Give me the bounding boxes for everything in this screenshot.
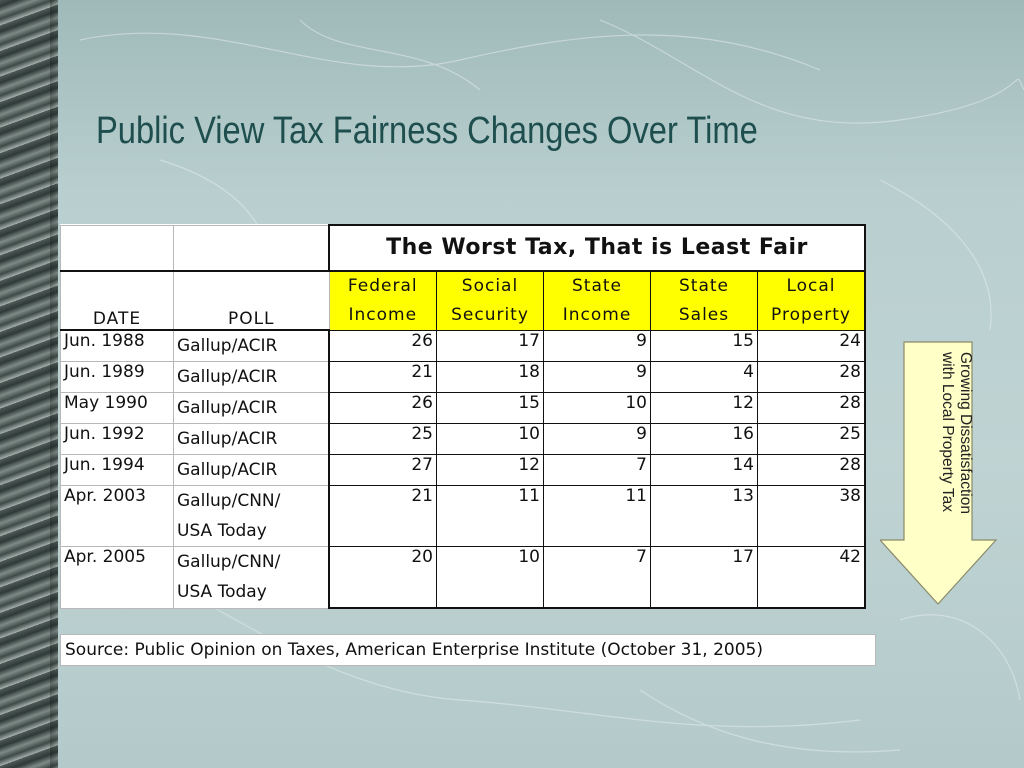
row-date: Jun. 1989 (60, 361, 174, 393)
main-header: The Worst Tax, That is Least Fair (328, 224, 866, 272)
state-income-value: 9 (543, 329, 651, 362)
local-property-value: 28 (757, 392, 866, 424)
state-income-value: 10 (543, 392, 651, 424)
social-security-value: 15 (436, 392, 544, 424)
table-row: Apr. 2003 Gallup/CNN/USA Today 21 11 11 … (60, 485, 866, 547)
slide-title: Public View Tax Fairness Changes Over Ti… (96, 110, 758, 152)
state-sales-value: 16 (650, 423, 758, 455)
local-property-value: 25 (757, 423, 866, 455)
row-poll: Gallup/ACIR (173, 454, 330, 486)
source-citation: Source: Public Opinion on Taxes, America… (60, 634, 876, 666)
state-sales-value: 12 (650, 392, 758, 424)
state-income-value: 7 (543, 546, 651, 609)
social-security-value: 10 (436, 423, 544, 455)
row-date: May 1990 (60, 392, 174, 424)
federal-income-value: 21 (328, 361, 437, 393)
social-security-value: 17 (436, 329, 544, 362)
state-income-value: 9 (543, 423, 651, 455)
table-row: Jun. 1988 Gallup/ACIR 26 17 9 15 24 (60, 329, 866, 362)
row-poll: Gallup/CNN/USA Today (173, 485, 330, 547)
row-date: Apr. 2005 (60, 546, 174, 609)
federal-income-value: 26 (328, 329, 437, 362)
header-blank-poll (173, 224, 330, 271)
row-poll: Gallup/CNN/USA Today (173, 546, 330, 609)
local-property-value: 28 (757, 361, 866, 393)
social-security-value: 10 (436, 546, 544, 609)
local-property-value: 38 (757, 485, 866, 547)
state-income-value: 9 (543, 361, 651, 393)
local-property-value: 28 (757, 454, 866, 486)
row-poll: Gallup/ACIR (173, 423, 330, 455)
federal-income-value: 21 (328, 485, 437, 547)
row-date: Jun. 1988 (60, 329, 174, 362)
row-poll: Gallup/ACIR (173, 329, 330, 362)
down-arrow-icon (880, 341, 998, 605)
federal-income-value: 25 (328, 423, 437, 455)
state-income-value: 11 (543, 485, 651, 547)
date-column-header: DATE (60, 269, 174, 331)
header-blank-date (60, 224, 174, 271)
local-property-value: 24 (757, 329, 866, 362)
table-subheader-row: DATE POLL Federal Income Social Security S… (60, 269, 866, 331)
row-date: Jun. 1992 (60, 423, 174, 455)
social-security-value: 12 (436, 454, 544, 486)
state-sales-value: 13 (650, 485, 758, 547)
table-row: Apr. 2005 Gallup/CNN/USA Today 20 10 7 1… (60, 546, 866, 609)
left-decorative-strip (0, 0, 58, 768)
table-row: May 1990 Gallup/ACIR 26 15 10 12 28 (60, 392, 866, 424)
federal-income-value: 26 (328, 392, 437, 424)
tax-fairness-table: The Worst Tax, That is Least Fair DATE P… (60, 224, 866, 609)
federal-income-value: 20 (328, 546, 437, 609)
state-sales-value: 17 (650, 546, 758, 609)
federal-income-value: 27 (328, 454, 437, 486)
row-poll: Gallup/ACIR (173, 361, 330, 393)
callout-text: Growing Dissatisfaction with Local Proper… (939, 352, 974, 514)
table-row: Jun. 1989 Gallup/ACIR 21 18 9 4 28 (60, 361, 866, 393)
row-poll: Gallup/ACIR (173, 392, 330, 424)
row-date: Jun. 1994 (60, 454, 174, 486)
social-security-value: 18 (436, 361, 544, 393)
state-sales-value: 15 (650, 329, 758, 362)
table-row: Jun. 1994 Gallup/ACIR 27 12 7 14 28 (60, 454, 866, 486)
local-property-header: Local Property (757, 269, 866, 331)
table-row: Jun. 1992 Gallup/ACIR 25 10 9 16 25 (60, 423, 866, 455)
state-sales-value: 4 (650, 361, 758, 393)
left-strip-shadow (50, 0, 58, 768)
state-income-header: State Income (543, 269, 651, 331)
federal-income-header: Federal Income (328, 269, 437, 331)
poll-column-header: POLL (173, 269, 330, 331)
row-date: Apr. 2003 (60, 485, 174, 547)
state-sales-value: 14 (650, 454, 758, 486)
local-property-value: 42 (757, 546, 866, 609)
state-sales-header: State Sales (650, 269, 758, 331)
table-header-row: The Worst Tax, That is Least Fair (60, 224, 866, 272)
social-security-value: 11 (436, 485, 544, 547)
state-income-value: 7 (543, 454, 651, 486)
social-security-header: Social Security (436, 269, 544, 331)
